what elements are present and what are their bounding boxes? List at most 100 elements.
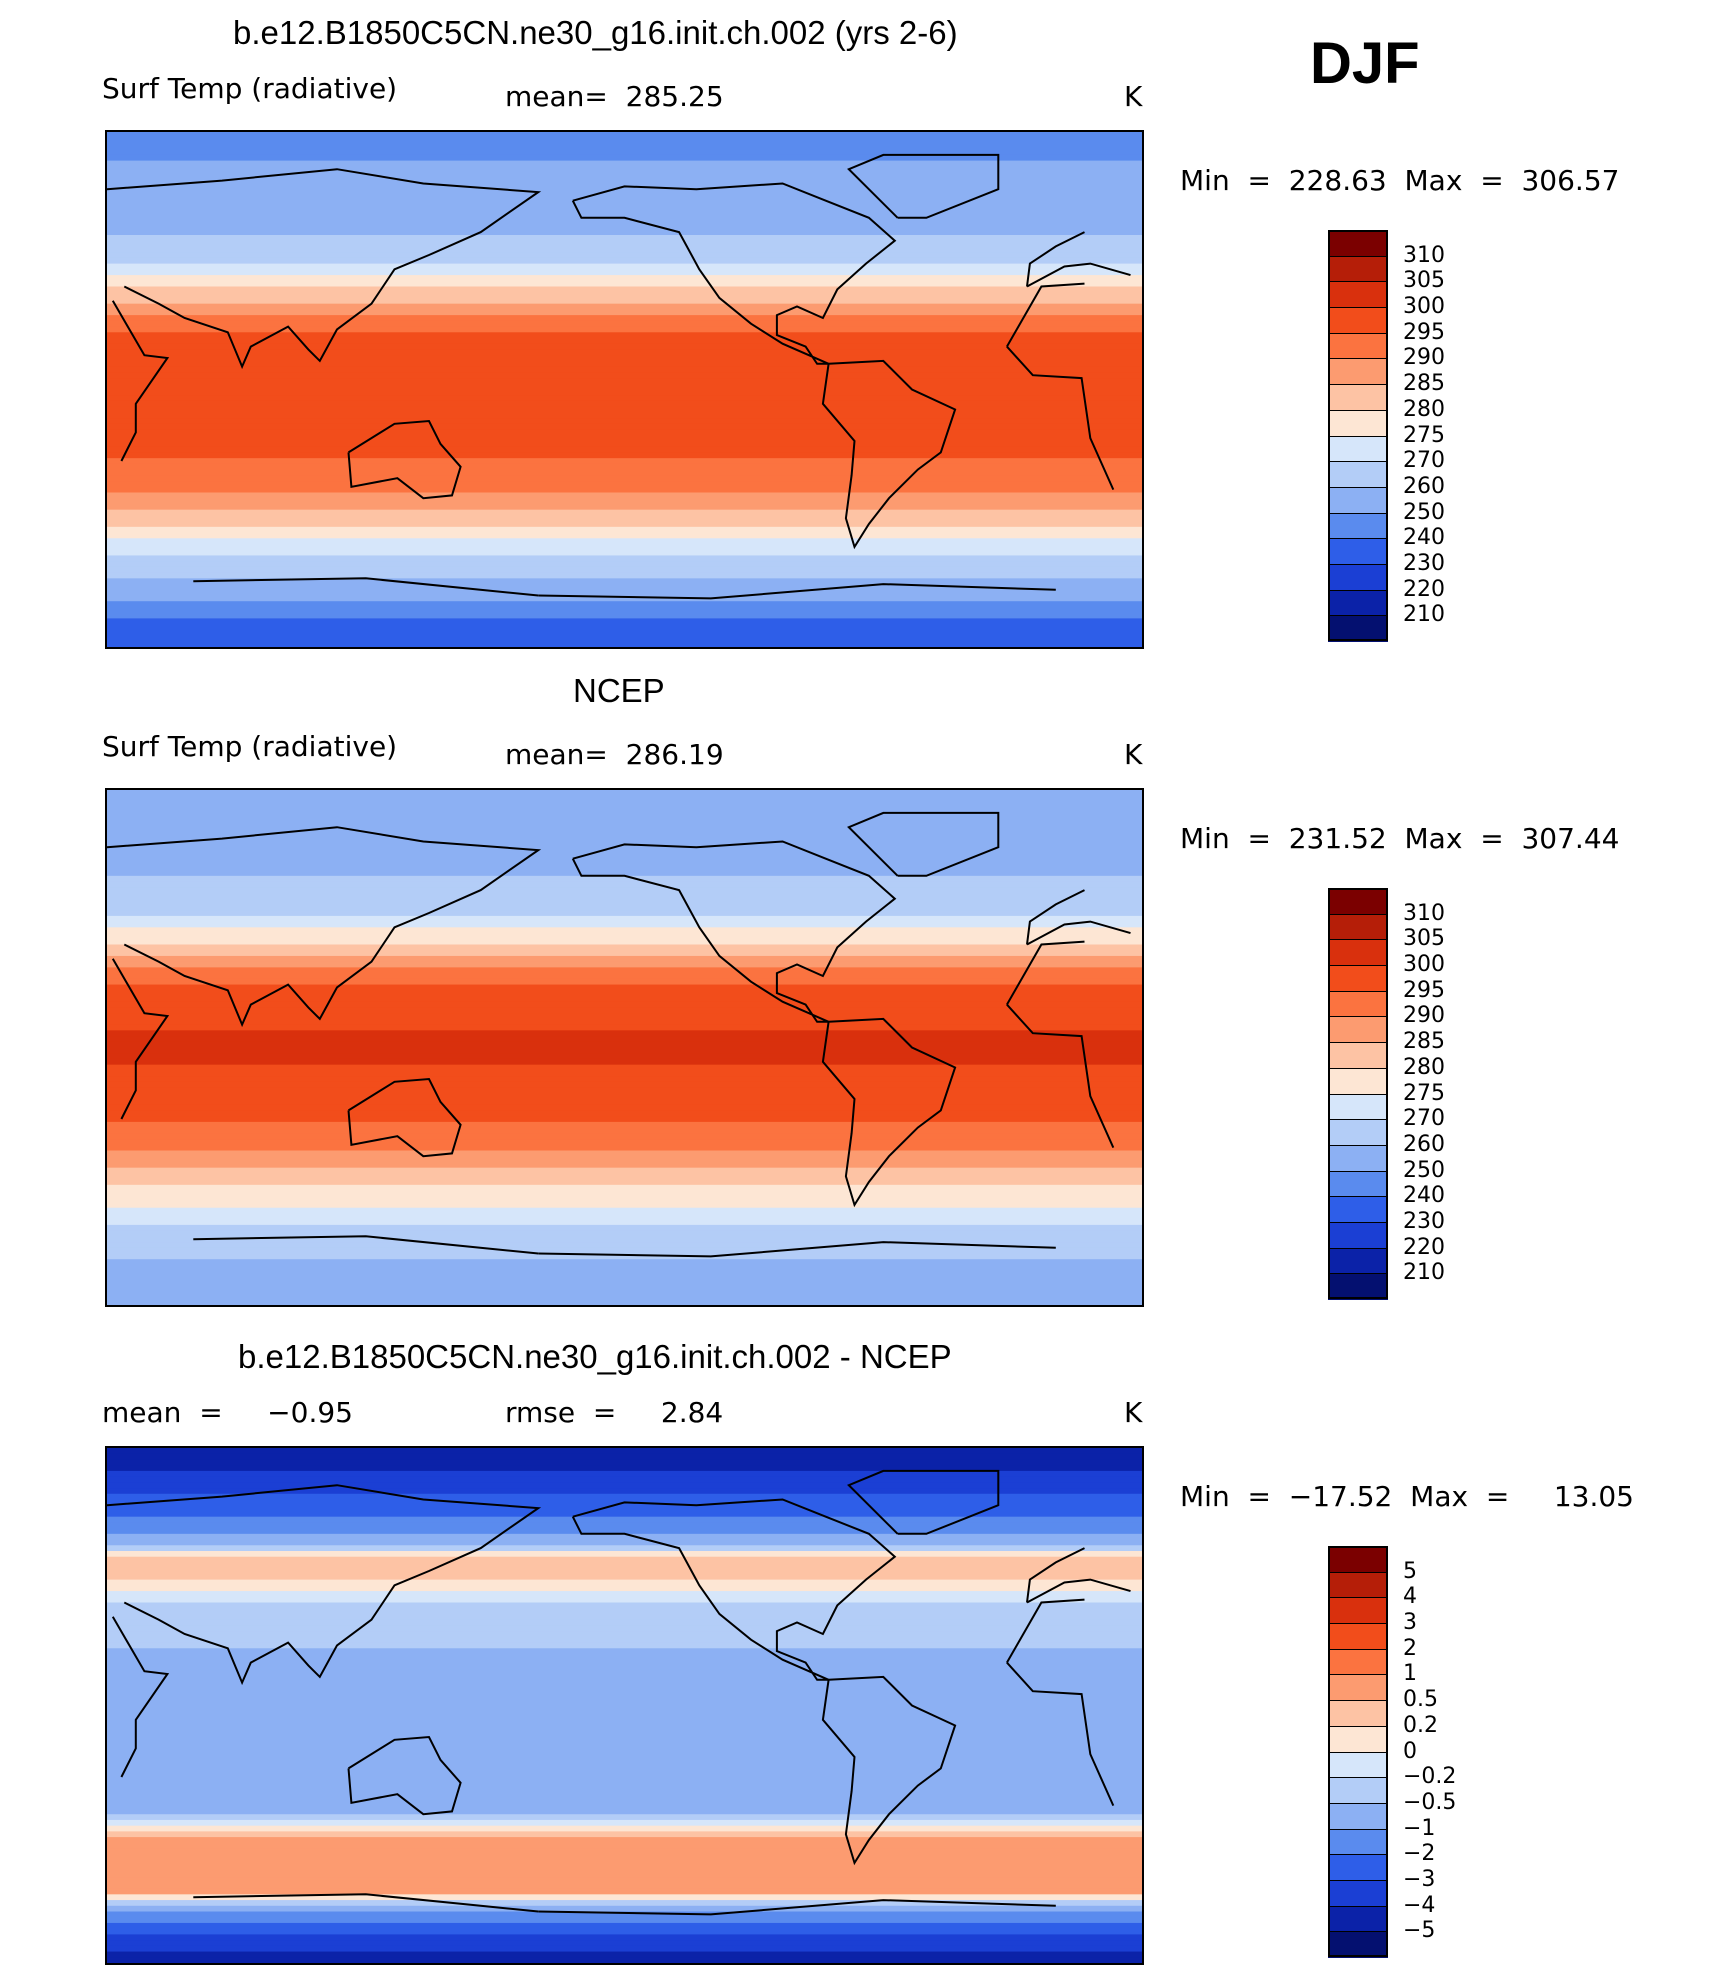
field-bands [107,1448,1142,1963]
field-band [107,154,1142,162]
colorbar-swatch [1328,1119,1388,1146]
field-band [107,1699,1142,1707]
field-band [107,955,1142,963]
field-band [107,1545,1142,1552]
field-band [107,870,1142,877]
field-band [107,463,1142,471]
colorbar-swatch [1328,1905,1388,1932]
colorbar-tick-label: 300 [1403,952,1445,978]
field-band [107,1631,1142,1638]
coastline [107,168,542,370]
field-band [107,1121,1142,1129]
field-band [107,629,1142,637]
field-band [107,1573,1142,1581]
field-band [107,1894,1142,1901]
coastline [847,1469,1000,1535]
colorbar-swatch [1328,1093,1388,1120]
field-band [107,423,1142,431]
field-band [107,1133,1142,1140]
colorbar-frame [1328,1546,1388,1957]
field-band [107,835,1142,843]
field-band [107,881,1142,888]
field-band [107,378,1142,385]
field-band [107,223,1142,230]
field-band [107,429,1142,436]
colorbar-tick-label: 0 [1403,1738,1417,1764]
field-band [107,1551,1142,1558]
panel-2-map [105,788,1144,1307]
field-band [107,1602,1142,1609]
field-band [107,1219,1142,1226]
colorbar-frame [1328,230,1388,641]
colorbar-frame [1328,888,1388,1299]
field-band [107,1957,1142,1963]
coastline [821,1017,957,1208]
field-band [107,1774,1142,1781]
field-band [107,206,1142,213]
field-band [107,1070,1142,1077]
colorbar-swatch [1328,281,1388,308]
coastline [1026,920,1131,946]
panel-2-title: NCEP [573,672,665,709]
field-band [107,1459,1142,1466]
colorbar-tick-label: 280 [1403,1054,1445,1080]
field-band [107,578,1142,585]
colorbar-swatch [1328,615,1388,642]
panel-3-colorbar: 5 4 3 2 1 0.5 0.2 0 −0.2 −0.5 −1 −2 −3 −4 −5 [1328,1546,1456,1958]
colorbar-tick-label: 270 [1403,448,1445,474]
field-band [107,790,1142,797]
field-band [107,961,1142,968]
field-band [107,1179,1142,1186]
colorbar-swatch [1328,384,1388,411]
field-band [107,1831,1142,1838]
coastline [1026,1547,1085,1603]
field-band [107,1722,1142,1729]
field-band [107,1213,1142,1220]
field-band [107,1448,1142,1455]
colorbar-tick-label: 1 [1403,1661,1417,1687]
coastline [1026,262,1131,288]
field-band [107,584,1142,591]
field-band [107,1682,1142,1689]
field-band [107,830,1142,837]
colorbar-tick-label: −4 [1403,1892,1436,1918]
panel-1-title: b.e12.B1850C5CN.ne30_g16.init.ch.002 (yr… [233,14,958,51]
colorbar-swatch [1328,965,1388,992]
colorbar-tick-label: 210 [1403,602,1445,628]
coastline [1006,940,1085,1006]
field-band [107,1104,1142,1112]
field-band [107,1516,1142,1523]
field-band [107,297,1142,305]
field-band [107,217,1142,225]
field-band [107,1053,1142,1060]
field-band [107,269,1142,276]
field-bands [107,790,1142,1305]
field-band [107,1591,1142,1598]
field-band [107,1161,1142,1169]
field-band [107,1007,1142,1014]
field-band [107,635,1142,642]
colorbar-tick-label: 230 [1403,1208,1445,1234]
season-label: DJF [1310,31,1420,96]
field-band [107,1928,1142,1935]
field-band [107,1058,1142,1066]
field-band [107,1814,1142,1821]
field-band [107,589,1142,597]
field-band [107,286,1142,293]
field-band [107,1940,1142,1947]
colorbar-tick-label: 305 [1403,926,1445,952]
colorbar-tick-label: 2 [1403,1635,1417,1661]
panel-1-center-label: mean= 285.25 [505,80,724,113]
field-band [107,372,1142,379]
field-band [107,172,1142,179]
field-band [107,1671,1142,1678]
field-band [107,1482,1142,1489]
colorbar-swatch [1328,1170,1388,1197]
field-band [107,229,1142,236]
field-band [107,320,1142,328]
field-band [107,618,1142,625]
field-band [107,1676,1142,1684]
field-band [107,1922,1142,1930]
colorbar-swatch [1328,1067,1388,1094]
field-band [107,383,1142,391]
